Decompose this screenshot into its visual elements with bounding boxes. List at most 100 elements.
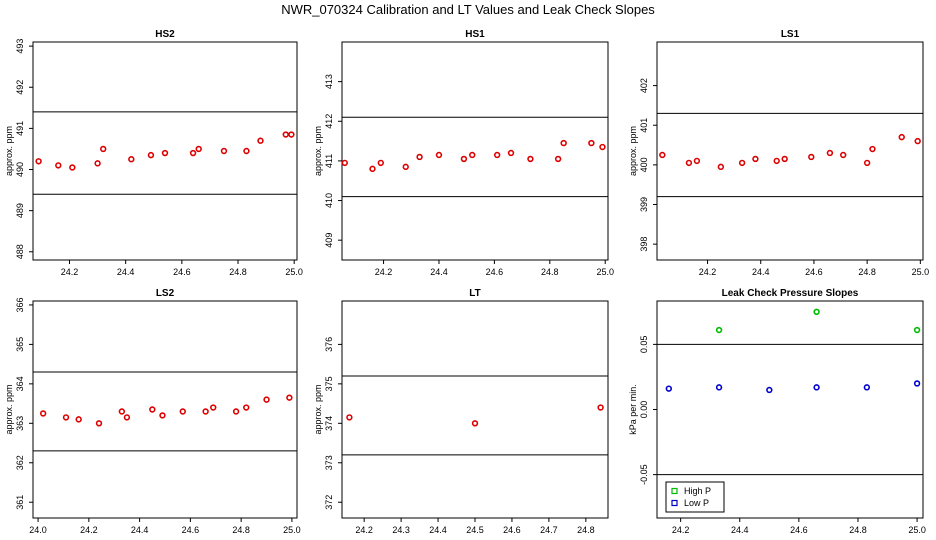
x-tick-label: 25.0 <box>285 267 303 277</box>
data-point <box>161 149 169 157</box>
data-point <box>659 151 666 159</box>
data-point <box>95 420 103 427</box>
data-point <box>55 162 62 169</box>
x-tick-label: 24.7 <box>540 525 558 535</box>
data-point <box>715 326 723 334</box>
data-point <box>123 414 131 421</box>
data-point <box>286 394 293 401</box>
x-tick-label: 24.8 <box>232 525 250 535</box>
data-point <box>210 404 217 411</box>
y-axis-label: approx. ppm <box>313 126 323 176</box>
data-point <box>460 155 468 163</box>
legend-marker <box>671 499 678 507</box>
data-point <box>693 157 701 165</box>
data-point <box>599 143 606 151</box>
x-tick-label: 25.0 <box>908 525 926 535</box>
data-point <box>469 151 476 159</box>
y-tick-label: 409 <box>324 233 334 248</box>
x-tick-label: 24.6 <box>790 525 808 535</box>
data-point <box>62 414 70 421</box>
y-tick-label: 493 <box>15 39 25 54</box>
x-tick-label: 24.8 <box>577 525 595 535</box>
y-tick-label: 399 <box>639 197 649 212</box>
x-tick-label: 24.4 <box>731 525 749 535</box>
plot-frame <box>341 300 609 519</box>
figure-title: NWR_070324 Calibration and LT Values and… <box>281 2 655 17</box>
panel-title: LT <box>469 288 480 299</box>
x-tick-label: 24.4 <box>117 267 135 277</box>
y-axis-label: approx. ppm <box>4 126 14 176</box>
x-tick-label: 24.2 <box>61 267 79 277</box>
data-point <box>189 149 197 157</box>
panel-2: HS1 24.2 24.4 24.6 24.8 25.0 409 410 411 412 413 ap… <box>313 29 614 277</box>
data-point <box>588 139 595 147</box>
data-point <box>493 151 501 159</box>
x-tick-label: 24.3 <box>392 525 410 535</box>
y-tick-label: 490 <box>15 162 25 177</box>
y-tick-label: 398 <box>639 237 649 252</box>
x-tick-label: 24.4 <box>430 267 448 277</box>
data-point <box>665 385 673 392</box>
y-tick-label: 361 <box>15 495 25 510</box>
legend-box <box>665 481 725 513</box>
data-point <box>94 160 101 167</box>
data-point <box>813 384 820 391</box>
y-tick-label: 401 <box>639 118 649 133</box>
x-tick-label: 25.0 <box>596 267 614 277</box>
panel-3: LS1 24.2 24.4 24.6 24.8 25.0 398 399 400 401 402 ap… <box>628 29 929 277</box>
x-tick-label: 24.8 <box>229 267 247 277</box>
data-point <box>738 159 746 167</box>
plot-frame <box>656 41 924 261</box>
data-point <box>69 164 76 171</box>
data-point <box>35 158 42 165</box>
data-point <box>597 404 604 411</box>
data-point <box>752 155 759 163</box>
data-point <box>118 408 126 415</box>
x-tick-label: 24.0 <box>29 525 47 535</box>
data-point <box>416 153 423 161</box>
y-axis-label: kPa per min. <box>628 384 638 435</box>
y-tick-label: 0.00 <box>639 401 649 419</box>
data-point <box>435 151 443 159</box>
data-point <box>773 157 780 165</box>
y-tick-label: 376 <box>324 337 334 352</box>
data-point <box>195 145 202 153</box>
data-point <box>554 155 562 163</box>
y-tick-label: 412 <box>324 114 334 129</box>
data-point <box>813 308 820 316</box>
data-point <box>243 147 250 155</box>
y-tick-label: 375 <box>324 376 334 391</box>
panel-title: LS1 <box>781 29 800 40</box>
data-point <box>346 414 353 421</box>
data-point <box>149 406 156 413</box>
data-point <box>766 386 773 394</box>
y-tick-label: 402 <box>639 78 649 93</box>
data-point <box>717 163 725 171</box>
data-point <box>715 384 723 391</box>
y-tick-label: 0.05 <box>639 336 649 354</box>
panel-title: Leak Check Pressure Slopes <box>722 288 859 299</box>
y-axis-label: approx. ppm <box>4 384 14 434</box>
data-point <box>243 404 250 411</box>
data-point <box>288 131 295 138</box>
data-point <box>159 412 166 419</box>
x-tick-label: 24.4 <box>131 525 149 535</box>
panel-title: HS1 <box>465 29 485 40</box>
data-point <box>341 159 348 167</box>
y-axis-label: approx. ppm <box>628 126 638 176</box>
data-point <box>913 380 921 387</box>
panel-1: HS2 24.2 24.4 24.6 24.8 25.0 488 489 490 491 492 49… <box>4 29 303 277</box>
panel-5: LT 24.2 24.3 24.4 24.5 24.6 24.7 24.8 372 373 374 3… <box>313 288 609 535</box>
legend-label: Low P <box>684 498 709 508</box>
plot-frame <box>32 41 298 261</box>
x-tick-label: 24.6 <box>182 525 200 535</box>
data-point <box>179 408 186 415</box>
data-point <box>914 137 921 145</box>
data-point <box>781 155 788 163</box>
data-point <box>839 151 847 159</box>
data-point <box>128 156 135 163</box>
y-tick-label: 365 <box>15 337 25 352</box>
x-tick-label: 24.8 <box>858 267 876 277</box>
data-point <box>527 155 534 163</box>
